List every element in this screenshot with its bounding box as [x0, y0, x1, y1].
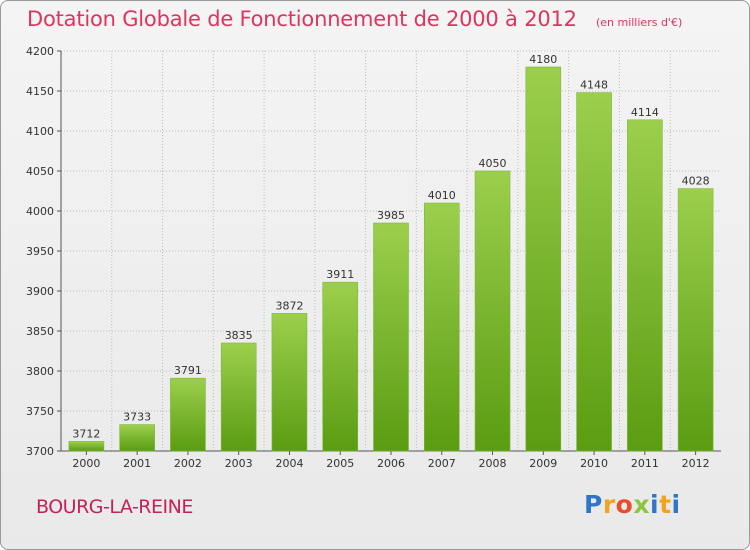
x-tick-label: 2000 — [72, 457, 100, 470]
x-tick-label: 2006 — [377, 457, 405, 470]
y-tick-label: 4200 — [26, 45, 54, 58]
bar-2010 — [576, 92, 612, 452]
bar-2008 — [474, 170, 511, 452]
y-tick-label: 3900 — [26, 285, 54, 298]
y-tick-label: 4050 — [26, 165, 54, 178]
y-tick-label: 4100 — [26, 125, 54, 138]
value-label: 4050 — [479, 157, 507, 170]
bar-2007 — [423, 202, 460, 452]
x-tick-label: 2007 — [428, 457, 456, 470]
bar-2004 — [271, 313, 308, 452]
bar-2006 — [373, 222, 409, 452]
bar-2000 — [68, 441, 105, 452]
y-tick-label: 3800 — [26, 365, 54, 378]
value-label: 3835 — [225, 329, 253, 342]
logo-letter: i — [671, 490, 681, 519]
chart-title: Dotation Globale de Fonctionnement de 20… — [27, 7, 577, 31]
x-tick-label: 2003 — [225, 457, 253, 470]
value-label: 4028 — [682, 175, 710, 188]
y-tick-label: 3850 — [26, 325, 54, 338]
chart-unit: (en milliers d'€) — [595, 16, 683, 29]
x-tick-label: 2004 — [275, 457, 303, 470]
y-tick-label: 4150 — [26, 85, 54, 98]
x-tick-label: 2012 — [682, 457, 710, 470]
bar-2005 — [322, 281, 359, 452]
x-tick-label: 2002 — [174, 457, 202, 470]
x-tick-label: 2011 — [631, 457, 659, 470]
logo-letter: i — [650, 490, 660, 519]
value-label: 3872 — [275, 299, 303, 312]
bar-2002 — [170, 377, 206, 452]
logo-letter: r — [602, 490, 616, 519]
x-tick-label: 2005 — [326, 457, 354, 470]
logo-letter: t — [659, 490, 672, 519]
bar-2011 — [627, 119, 663, 452]
x-tick-label: 2009 — [529, 457, 557, 470]
value-label: 4010 — [428, 189, 456, 202]
value-label: 4180 — [529, 53, 557, 66]
value-label: 3911 — [326, 268, 354, 281]
value-label: 3791 — [174, 364, 202, 377]
bar-2012 — [677, 188, 714, 452]
logo-letter: x — [633, 490, 650, 519]
value-label: 4114 — [631, 106, 659, 119]
value-label: 3985 — [377, 209, 405, 222]
value-label: 3733 — [123, 411, 151, 424]
value-label: 4148 — [580, 79, 608, 92]
x-tick-label: 2008 — [479, 457, 507, 470]
y-tick-label: 3950 — [26, 245, 54, 258]
bars — [68, 66, 714, 452]
data-labels: 3712 3733 3791 3835 3872 3911 3985 4010 4050 4180… — [72, 53, 709, 440]
proxiti-logo: Proxiti — [584, 490, 681, 519]
y-tick-label: 4000 — [26, 205, 54, 218]
x-tick-label: 2010 — [580, 457, 608, 470]
logo-letter: o — [615, 490, 634, 519]
bar-2009 — [525, 66, 562, 452]
x-tick-label: 2001 — [123, 457, 151, 470]
bar-2001 — [119, 424, 155, 452]
chart-title-block: Dotation Globale de Fonctionnement de 20… — [27, 7, 682, 31]
bar-2003 — [220, 342, 257, 452]
value-label: 3712 — [72, 427, 100, 440]
y-tick-label: 3700 — [26, 445, 54, 458]
y-tick-label: 3750 — [26, 405, 54, 418]
logo-letter: P — [584, 490, 603, 519]
commune-name: BOURG-LA-REINE — [36, 496, 193, 518]
